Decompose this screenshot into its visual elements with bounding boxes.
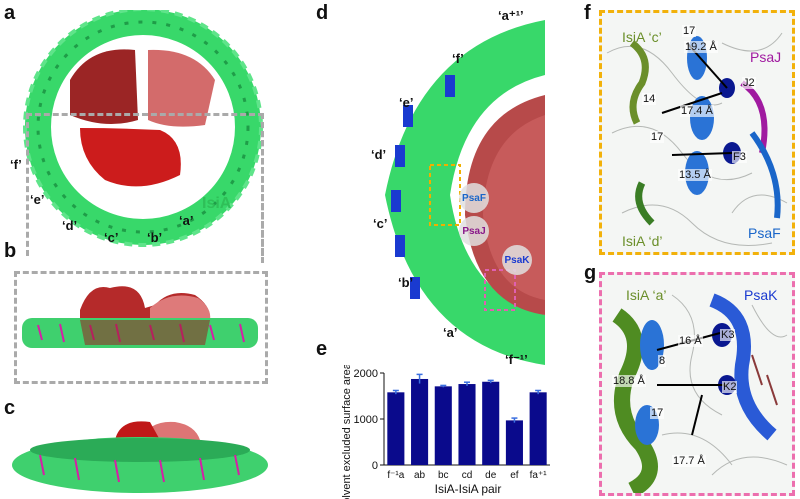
f-residue-17a: 17	[682, 25, 697, 37]
y-tick-label: 2000	[354, 368, 378, 380]
panel-b-image	[22, 286, 258, 348]
d-label-e: ‘e’	[399, 95, 414, 110]
g-title-right: PsaK	[744, 287, 778, 303]
d-label-c: ‘c’	[373, 216, 388, 231]
panel-f-frame: IsiA ‘c’ PsaJ IsiA ‘d’ PsaF 17 14 17 J2 …	[599, 10, 795, 255]
bar	[458, 384, 476, 465]
f-distance-1: 19.2 Å	[684, 41, 718, 53]
panel-b-label: b	[4, 240, 17, 262]
g-residue-17: 17	[650, 407, 665, 419]
d-label-b: ‘b’	[398, 275, 414, 290]
d-label-f-minus: ‘f⁻¹’	[505, 352, 528, 367]
d-label-top: ‘a⁺¹’	[498, 8, 524, 23]
x-tick-label: ab	[414, 470, 426, 481]
y-tick-label: 1000	[354, 414, 378, 426]
g-residue-k2: K2	[722, 381, 738, 393]
g-distance-2: 18.8 Å	[612, 375, 646, 387]
panel-a-image	[23, 10, 263, 247]
g-residue-8: 8	[658, 355, 667, 367]
g-distance-3: 17.7 Å	[672, 455, 706, 467]
bubble-psaf: PsaF	[459, 183, 489, 213]
x-tick-label: ef	[510, 470, 519, 481]
crop-box-a-right	[261, 113, 267, 263]
f-residue-14: 14	[642, 93, 657, 105]
bar	[411, 378, 429, 465]
x-tick-label: f⁻¹a	[387, 470, 404, 481]
bar	[387, 392, 405, 465]
panel-d-image	[385, 20, 545, 365]
panel-e-label: e	[316, 338, 328, 360]
f-residue-17b: 17	[650, 131, 665, 143]
ring-label-f: ‘f’	[10, 157, 22, 172]
bar	[482, 381, 500, 465]
f-residue-f3: F3	[732, 151, 747, 163]
ring-label-b: ‘b’	[147, 230, 163, 245]
crop-box-a	[26, 113, 264, 256]
g-distance-1: 16 Å	[678, 335, 703, 347]
isia-label: IsiA	[202, 195, 232, 212]
f-title-right: PsaJ	[750, 49, 782, 65]
panel-d-label: d	[316, 2, 329, 24]
bubble-psaj: PsaJ	[459, 216, 489, 246]
f-bottom-left: IsiA ‘d’	[622, 233, 663, 249]
bar	[434, 386, 452, 465]
f-title-left: IsiA ‘c’	[622, 29, 662, 45]
d-label-d: ‘d’	[371, 147, 387, 162]
plot-area: 0 1000 2000 f⁻¹a ab bc cd de ef fa⁺¹	[354, 368, 550, 481]
bar	[529, 392, 547, 465]
f-bottom-right: PsaF	[748, 225, 781, 241]
x-tick-label: fa⁺¹	[530, 470, 548, 481]
g-title-left: IsiA ‘a’	[626, 287, 667, 303]
panel-g-label: g	[584, 262, 597, 284]
g-residue-k3: K3	[720, 329, 736, 341]
ring-label-c: ‘c’	[104, 230, 119, 245]
f-distance-2: 17.4 Å	[680, 105, 714, 117]
d-label-a: ‘a’	[443, 325, 458, 340]
f-distance-3: 13.5 Å	[678, 169, 712, 181]
y-tick-label: 0	[372, 460, 378, 472]
panel-c-label: c	[4, 397, 16, 419]
bar-chart: Solvent excluded surface area [Å²] 0 1000…	[340, 365, 550, 499]
panel-c-image	[12, 421, 268, 493]
panel-g-frame: IsiA ‘a’ PsaK 8 17 K3 K2 16 Å 18.8 Å 17.…	[599, 272, 795, 496]
x-tick-label: de	[485, 470, 497, 481]
ring-label-e: ‘e’	[30, 192, 45, 207]
d-label-f: ‘f’	[452, 51, 464, 66]
psi-core	[70, 49, 215, 187]
x-tick-label: bc	[438, 470, 449, 481]
panel-f-label: f	[584, 2, 591, 24]
y-axis-label: Solvent excluded surface area [Å²]	[340, 365, 353, 499]
x-tick-label: cd	[462, 470, 473, 481]
ring-label-a: ‘a’	[179, 213, 194, 228]
x-axis-label: IsiA-IsiA pair	[435, 482, 502, 496]
panel-a-label: a	[4, 2, 16, 24]
ring-label-d: ‘d’	[62, 218, 78, 233]
f-residue-j2: J2	[742, 77, 756, 89]
panel-b-frame	[14, 271, 268, 384]
bar	[505, 420, 523, 465]
bubble-psak: PsaK	[502, 245, 532, 275]
